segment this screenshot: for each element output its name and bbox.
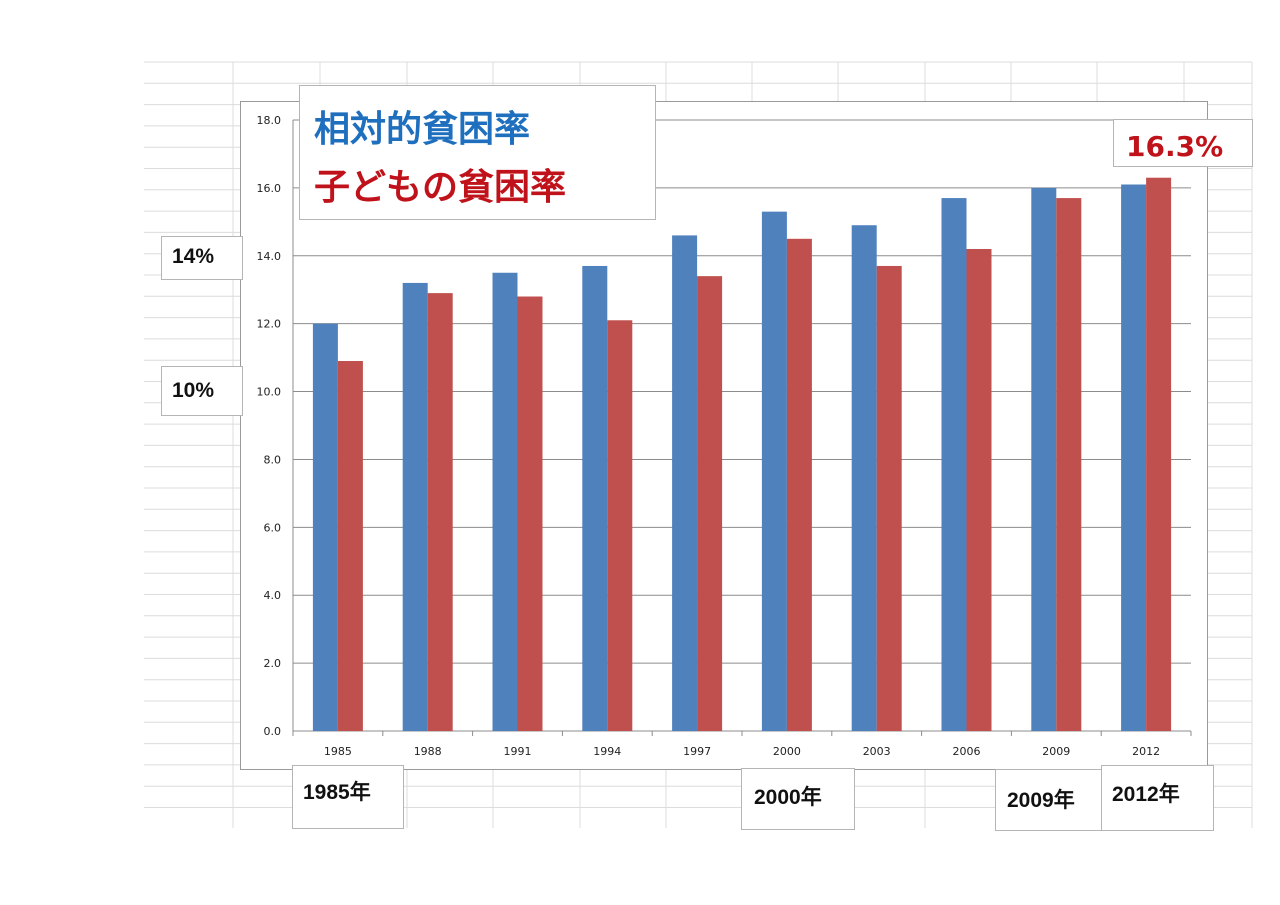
bar-child-poverty-1985 — [337, 361, 363, 731]
x-tick-label: 2006 — [953, 745, 981, 758]
legend-box: 相対的貧困率 子どもの貧困率 — [299, 85, 656, 220]
y-tick-label: 14.0 — [257, 250, 282, 263]
x-tick-label: 2009 — [1042, 745, 1070, 758]
bar-relative-poverty-2000 — [761, 211, 787, 731]
bar-relative-poverty-2003 — [851, 225, 877, 731]
bar-relative-poverty-2012 — [1121, 184, 1147, 731]
note-year-2000: 2000年 — [741, 768, 855, 830]
bar-child-poverty-1991 — [517, 296, 543, 731]
y-tick-label: 6.0 — [264, 521, 282, 534]
note-year-2009: 2009年 — [995, 769, 1109, 831]
y-tick-label: 0.0 — [264, 725, 282, 738]
x-tick-label: 1991 — [504, 745, 532, 758]
note-14-percent: 14% — [161, 236, 243, 280]
x-tick-label: 1988 — [414, 745, 442, 758]
bar-child-poverty-2012 — [1146, 177, 1172, 731]
y-tick-label: 2.0 — [264, 657, 282, 670]
y-tick-label: 4.0 — [264, 589, 282, 602]
x-tick-label: 2003 — [863, 745, 891, 758]
bar-child-poverty-2009 — [1056, 198, 1082, 732]
y-tick-label: 8.0 — [264, 453, 282, 466]
bar-relative-poverty-1988 — [402, 282, 428, 731]
bar-relative-poverty-2006 — [941, 198, 967, 732]
bar-relative-poverty-1991 — [492, 272, 518, 731]
bar-relative-poverty-1997 — [672, 235, 698, 731]
bar-relative-poverty-1994 — [582, 265, 608, 731]
y-tick-label: 18.0 — [257, 114, 282, 127]
x-tick-label: 2000 — [773, 745, 801, 758]
note-year-1985: 1985年 — [292, 765, 404, 829]
legend-relative-poverty: 相対的貧困率 — [314, 109, 531, 150]
bar-chart: 0.0 2.0 4.0 6.0 8.0 10.0 12.0 14.0 16.0 18.0 1985 1… — [257, 114, 1192, 758]
bar-relative-poverty-1985 — [312, 323, 338, 731]
note-year-2012: 2012年 — [1101, 765, 1214, 831]
x-tick-label: 2012 — [1132, 745, 1160, 758]
y-tick-label: 12.0 — [257, 318, 282, 331]
bar-child-poverty-1994 — [607, 320, 633, 731]
legend-child-poverty: 子どもの貧困率 — [314, 167, 567, 208]
bar-child-poverty-1988 — [427, 293, 453, 731]
note-10-percent: 10% — [161, 366, 243, 416]
x-tick-label: 1985 — [324, 745, 352, 758]
bar-relative-poverty-2009 — [1031, 187, 1057, 731]
y-tick-label: 10.0 — [257, 386, 282, 399]
y-tick-label: 16.0 — [257, 182, 282, 195]
x-tick-label: 1994 — [593, 745, 621, 758]
callout-2012-value: 16.3% — [1113, 119, 1253, 167]
x-tick-label: 1997 — [683, 745, 711, 758]
bar-child-poverty-2003 — [876, 265, 902, 731]
bar-child-poverty-1997 — [697, 276, 723, 731]
bar-child-poverty-2006 — [966, 248, 992, 731]
bar-child-poverty-2000 — [786, 238, 812, 732]
